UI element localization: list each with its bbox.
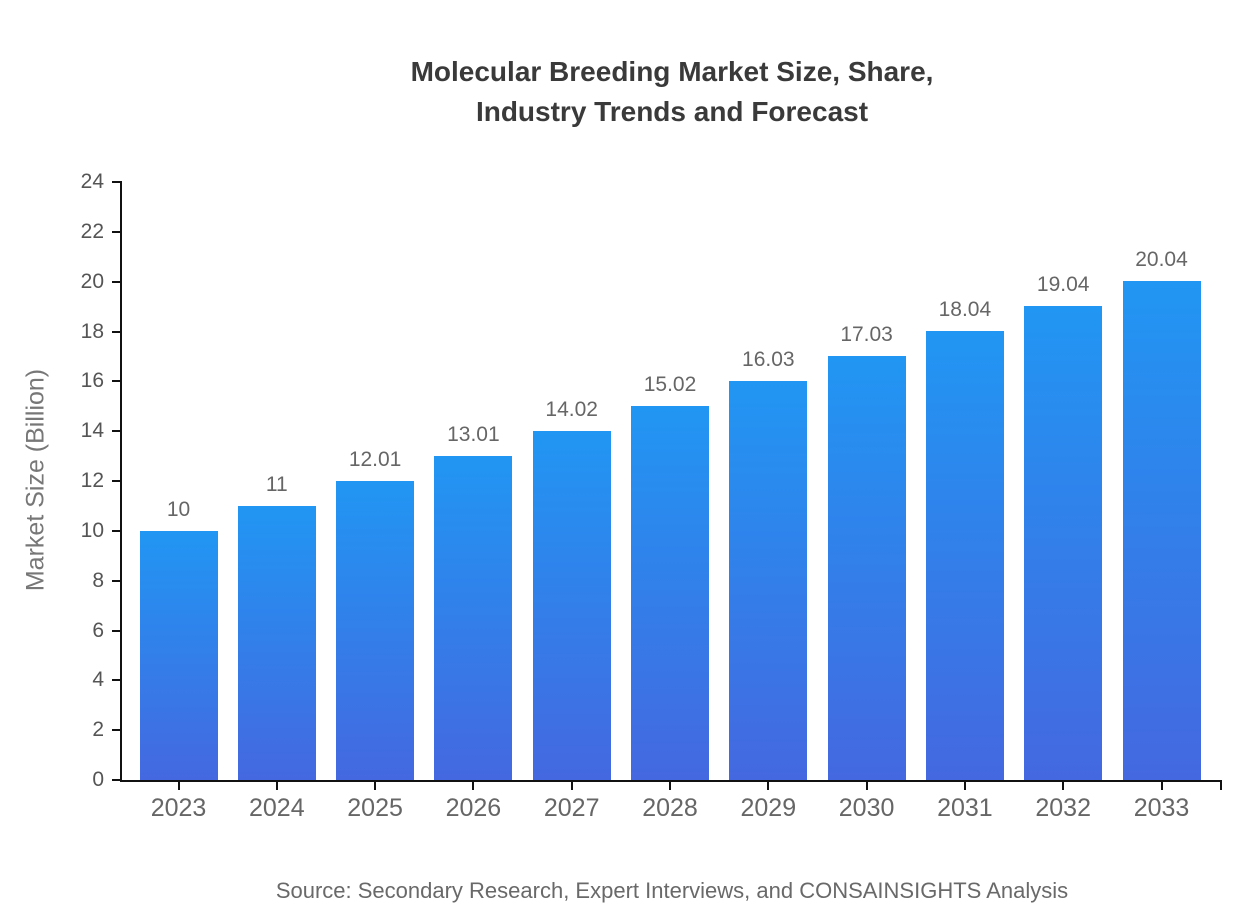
bar <box>336 480 415 780</box>
x-axis-tick <box>963 782 966 790</box>
y-axis-tick <box>112 480 120 482</box>
x-axis-tick <box>1160 782 1163 790</box>
bar-value-label: 10 <box>166 497 191 521</box>
bar-value-label: 15.02 <box>643 372 697 396</box>
y-axis-tick <box>112 181 120 183</box>
y-axis-tick <box>112 579 120 582</box>
x-axis-tick <box>275 782 278 790</box>
chart-title: Molecular Breeding Market Size, Share, I… <box>122 52 1222 132</box>
y-axis-tick <box>112 729 120 732</box>
x-axis-tick <box>374 782 377 790</box>
x-axis-tick <box>1062 782 1065 790</box>
y-axis-tick <box>112 280 120 283</box>
source-caption: Source: Secondary Research, Expert Inter… <box>275 878 1069 903</box>
bar-value-label: 18.04 <box>938 297 992 321</box>
x-axis-tick-label: 2028 <box>642 794 698 822</box>
x-axis-tick <box>472 782 475 790</box>
y-axis-tick-label: 12 <box>80 469 104 492</box>
y-axis-tick-label: 0 <box>92 768 104 791</box>
x-axis-tick <box>865 782 868 790</box>
x-axis-tick-label: 2031 <box>937 794 993 822</box>
bar <box>1122 280 1201 780</box>
x-axis-line <box>120 780 1222 782</box>
bar-value-label: 14.02 <box>545 397 598 421</box>
bar-value-label: 19.04 <box>1036 272 1090 296</box>
bar-value-label: 13.01 <box>447 422 500 446</box>
x-axis-tick-label: 2030 <box>838 794 895 822</box>
x-axis-tick <box>570 782 573 790</box>
bar <box>237 505 316 780</box>
y-axis-tick <box>112 779 120 781</box>
bar-value-label: 17.03 <box>840 322 893 346</box>
bar-value-label: 11 <box>265 472 288 496</box>
x-axis-tick <box>767 782 770 790</box>
y-axis-line <box>120 181 122 782</box>
bar <box>1024 305 1103 780</box>
x-axis-tick-label: 2029 <box>740 794 797 822</box>
x-axis-end-tick <box>1220 780 1222 790</box>
bar-value-label: 20.04 <box>1135 247 1188 271</box>
y-axis-tick-label: 2 <box>92 718 104 742</box>
y-axis-tick-label: 24 <box>80 170 104 193</box>
bar <box>827 355 906 780</box>
bar <box>925 330 1004 780</box>
y-axis-tick-label: 8 <box>92 568 104 592</box>
x-axis-tick <box>177 782 180 790</box>
y-axis-tick-label: 22 <box>80 219 104 243</box>
bar <box>729 380 808 780</box>
bar-value-label: 16.03 <box>742 347 795 371</box>
y-axis-tick <box>112 529 120 532</box>
y-axis-tick-label: 18 <box>80 319 104 343</box>
y-axis-tick <box>112 629 120 632</box>
bar <box>139 530 218 780</box>
x-axis-tick-label: 2032 <box>1035 794 1091 822</box>
x-axis-tick-label: 2024 <box>248 794 305 822</box>
bar <box>434 455 513 780</box>
x-axis-tick-label: 2027 <box>543 794 600 822</box>
bar <box>532 430 611 780</box>
y-axis-tick <box>112 679 120 682</box>
y-axis-tick-label: 6 <box>92 618 104 642</box>
y-axis-tick <box>112 430 120 433</box>
y-axis-tick <box>112 330 120 333</box>
x-axis-tick-label: 2026 <box>445 794 502 822</box>
y-axis-tick-label: 16 <box>80 369 104 393</box>
x-axis-tick-label: 2033 <box>1133 794 1190 822</box>
x-axis-tick-label: 2023 <box>150 794 207 822</box>
bar-value-label: 12.01 <box>348 447 402 471</box>
y-axis-tick-label: 10 <box>80 518 104 542</box>
y-axis-tick-label: 4 <box>92 668 104 692</box>
x-axis-tick-label: 2025 <box>347 794 403 822</box>
bar <box>631 405 709 780</box>
y-axis-tick <box>112 380 120 383</box>
chart-title-line-2: Industry Trends and Forecast <box>475 96 869 127</box>
y-axis-tick-label: 14 <box>80 419 104 443</box>
y-axis-tick-label: 20 <box>80 269 104 293</box>
x-axis-tick <box>669 782 671 790</box>
y-axis-tick <box>112 230 120 233</box>
chart-title-line-1: Molecular Breeding Market Size, Share, <box>410 56 934 87</box>
